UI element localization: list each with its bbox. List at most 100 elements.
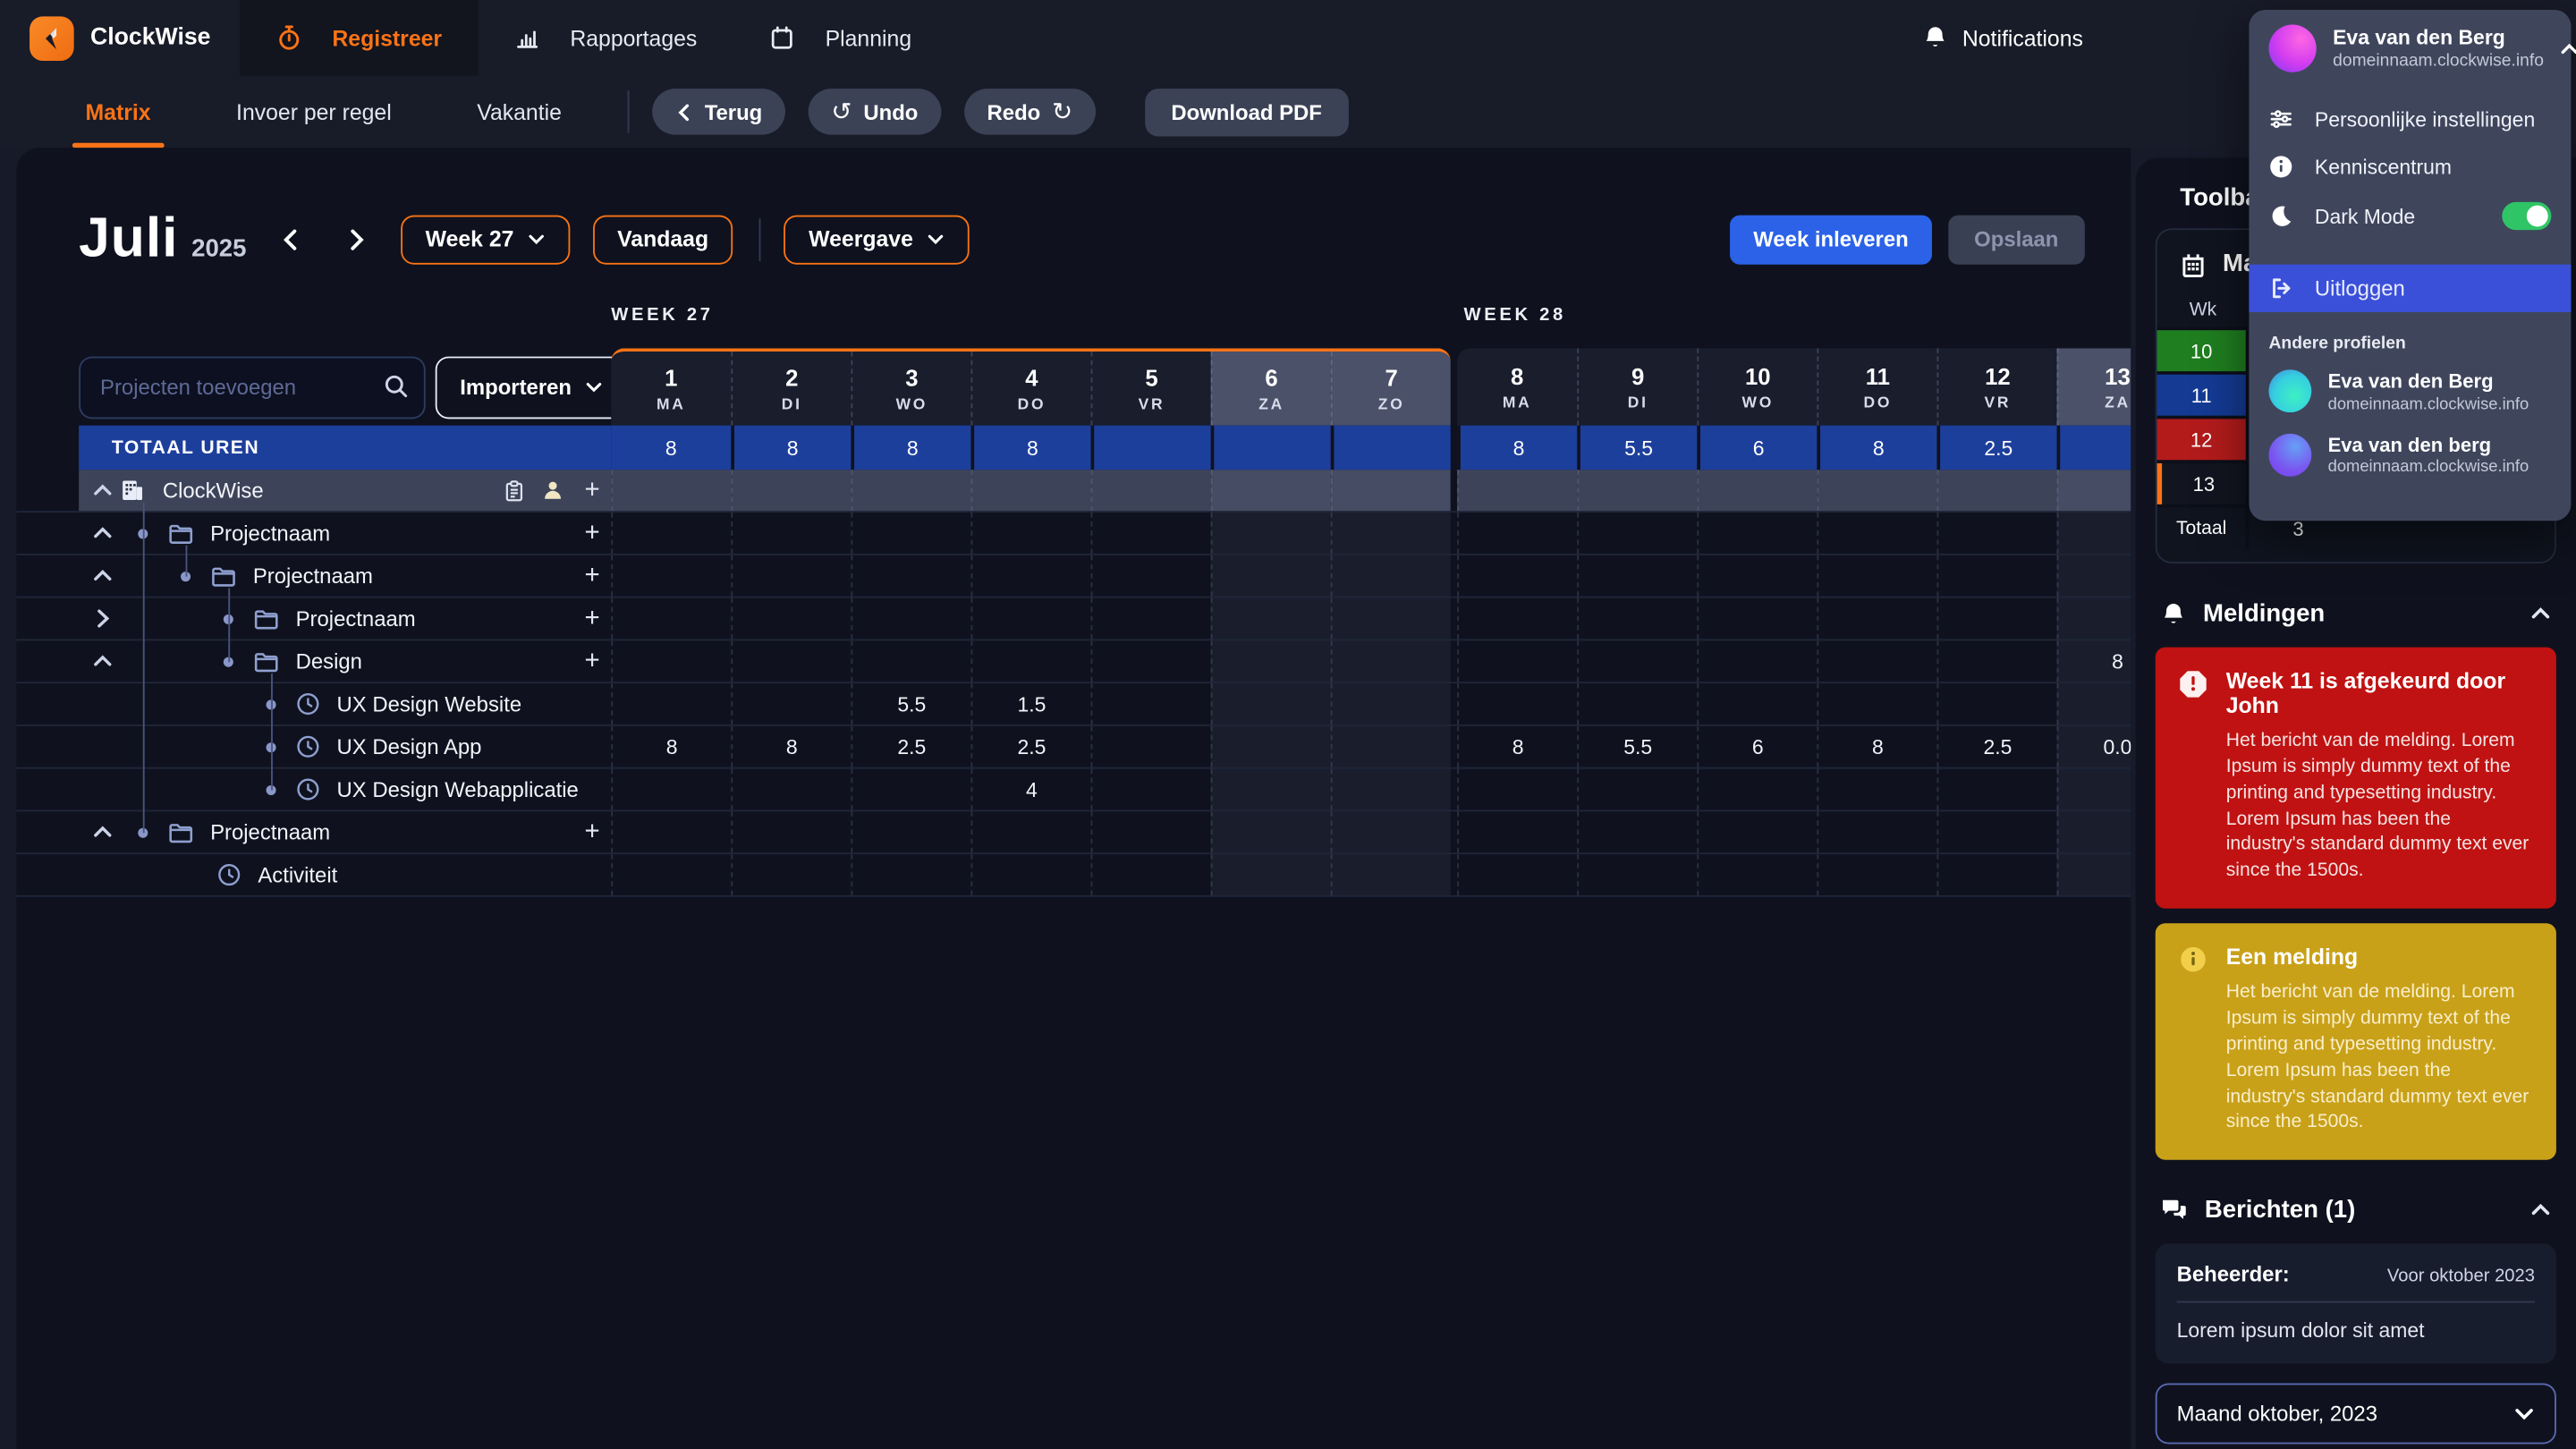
hour-cell[interactable] [731, 683, 851, 724]
hour-cell[interactable] [1697, 811, 1817, 853]
hour-cell[interactable] [731, 597, 851, 640]
hour-cell[interactable] [1697, 597, 1817, 640]
hour-cell[interactable] [1330, 597, 1451, 640]
hour-cell[interactable] [1457, 640, 1577, 682]
hour-cell[interactable] [1817, 470, 1937, 512]
hour-cell[interactable] [851, 811, 970, 853]
tab-invoer-per-regel[interactable]: Invoer per regel [230, 75, 398, 148]
hour-cell[interactable] [851, 555, 970, 597]
day-column-header[interactable]: 2 DI [731, 352, 851, 426]
hour-cell[interactable] [611, 854, 731, 896]
hour-cell[interactable] [851, 597, 970, 640]
hour-cell[interactable] [970, 640, 1090, 682]
hour-cell[interactable] [1090, 811, 1211, 853]
import-dropdown[interactable]: Importeren [435, 355, 628, 419]
hour-cell[interactable] [1936, 555, 2056, 597]
hour-cell[interactable] [1330, 470, 1451, 512]
hour-cell[interactable]: 5.5 [851, 683, 970, 724]
alert-warning[interactable]: Een melding Het bericht van de melding. … [2155, 923, 2556, 1161]
hour-cell[interactable] [1577, 811, 1697, 853]
hour-cell[interactable] [611, 555, 731, 597]
hour-cell[interactable] [1457, 854, 1577, 896]
hour-cell[interactable] [611, 683, 731, 724]
hour-cell[interactable] [1817, 854, 1936, 896]
hour-cell[interactable] [1330, 768, 1451, 810]
hour-cell[interactable] [970, 555, 1090, 597]
hour-cell[interactable] [851, 470, 971, 512]
brand[interactable]: ClockWise [0, 15, 241, 61]
hour-cell[interactable] [611, 597, 731, 640]
row-label[interactable]: ClockWise [162, 478, 264, 504]
hour-cell[interactable] [1457, 768, 1577, 810]
hour-cell[interactable] [1697, 768, 1817, 810]
row-label[interactable]: UX Design App [336, 734, 482, 759]
nav-tab-planning[interactable]: Planning [733, 0, 948, 75]
hour-cell[interactable] [1936, 640, 2056, 682]
hour-cell[interactable]: 8 [611, 725, 731, 767]
hour-cell[interactable] [1090, 470, 1211, 512]
hour-cell[interactable] [731, 555, 851, 597]
clipboard-icon[interactable] [501, 478, 526, 503]
hour-cell[interactable] [1457, 683, 1577, 724]
today-button[interactable]: Vandaag [592, 214, 733, 264]
berichten-header[interactable]: Berichten (1) [2160, 1197, 2551, 1224]
next-week-button[interactable] [335, 217, 378, 260]
hour-cell[interactable] [731, 768, 851, 810]
collapse-chevron-icon[interactable] [92, 522, 115, 546]
hour-cell[interactable] [731, 513, 851, 554]
hour-cell[interactable] [1936, 683, 2056, 724]
hour-cell[interactable]: 8 [1817, 725, 1936, 767]
save-button[interactable]: Opslaan [1947, 214, 2085, 264]
hour-cell[interactable] [731, 854, 851, 896]
profile-item[interactable]: Eva van den berg domeinnaam.clockwise.in… [2249, 423, 2571, 487]
hour-cell[interactable] [1457, 555, 1577, 597]
hour-cell[interactable] [851, 513, 970, 554]
dark-mode-toggle[interactable] [2502, 201, 2552, 231]
hour-cell[interactable] [1936, 597, 2056, 640]
day-column-header[interactable]: 6 ZA [1210, 352, 1331, 426]
hour-cell[interactable] [1330, 555, 1451, 597]
hour-cell[interactable] [1817, 597, 1936, 640]
hour-cell[interactable] [731, 470, 852, 512]
hour-cell[interactable] [1577, 513, 1697, 554]
add-row-button[interactable]: + [584, 561, 600, 589]
hour-cell[interactable] [1090, 555, 1211, 597]
hour-cell[interactable] [1697, 513, 1817, 554]
hour-cell[interactable]: 2.5 [1936, 725, 2056, 767]
hour-cell[interactable]: 4 [970, 768, 1090, 810]
hour-cell[interactable] [1330, 513, 1451, 554]
day-column-header[interactable]: 4 DO [970, 352, 1090, 426]
hour-cell[interactable] [1577, 555, 1697, 597]
hour-cell[interactable] [1090, 683, 1211, 724]
hour-cell[interactable] [1697, 640, 1817, 682]
hour-cell[interactable] [1330, 811, 1451, 853]
add-row-button[interactable]: + [584, 475, 600, 504]
hour-cell[interactable] [1330, 640, 1451, 682]
user-menu-header[interactable]: Eva van den Berg domeinnaam.clockwise.in… [2249, 10, 2576, 82]
hour-cell[interactable] [1577, 854, 1697, 896]
hour-cell[interactable] [1817, 513, 1936, 554]
tab-matrix[interactable]: Matrix [72, 75, 164, 148]
hour-cell[interactable] [2056, 811, 2131, 853]
view-dropdown[interactable]: Weergave [784, 214, 970, 264]
tab-vakantie[interactable]: Vakantie [470, 75, 568, 148]
hour-cell[interactable] [1210, 811, 1331, 853]
hour-cell[interactable] [611, 768, 731, 810]
hour-cell[interactable] [611, 470, 732, 512]
menu-item-dark-mode[interactable]: Dark Mode [2249, 191, 2571, 242]
prev-week-button[interactable] [269, 217, 312, 260]
hour-cell[interactable] [1210, 768, 1331, 810]
hour-cell[interactable] [851, 854, 970, 896]
hour-cell[interactable] [2056, 683, 2131, 724]
row-label[interactable]: Activiteit [258, 862, 338, 887]
row-label[interactable]: UX Design Website [336, 691, 522, 716]
hour-cell[interactable] [1577, 768, 1697, 810]
hour-cell[interactable] [2056, 854, 2131, 896]
menu-item-settings[interactable]: Persoonlijke instellingen [2249, 96, 2571, 143]
add-row-button[interactable]: + [584, 646, 600, 674]
hour-cell[interactable] [1090, 597, 1211, 640]
hour-cell[interactable] [1697, 683, 1817, 724]
hour-cell[interactable] [1936, 811, 2056, 853]
submit-week-button[interactable]: Week inleveren [1730, 214, 1932, 264]
day-column-header[interactable]: 5 VR [1090, 352, 1211, 426]
